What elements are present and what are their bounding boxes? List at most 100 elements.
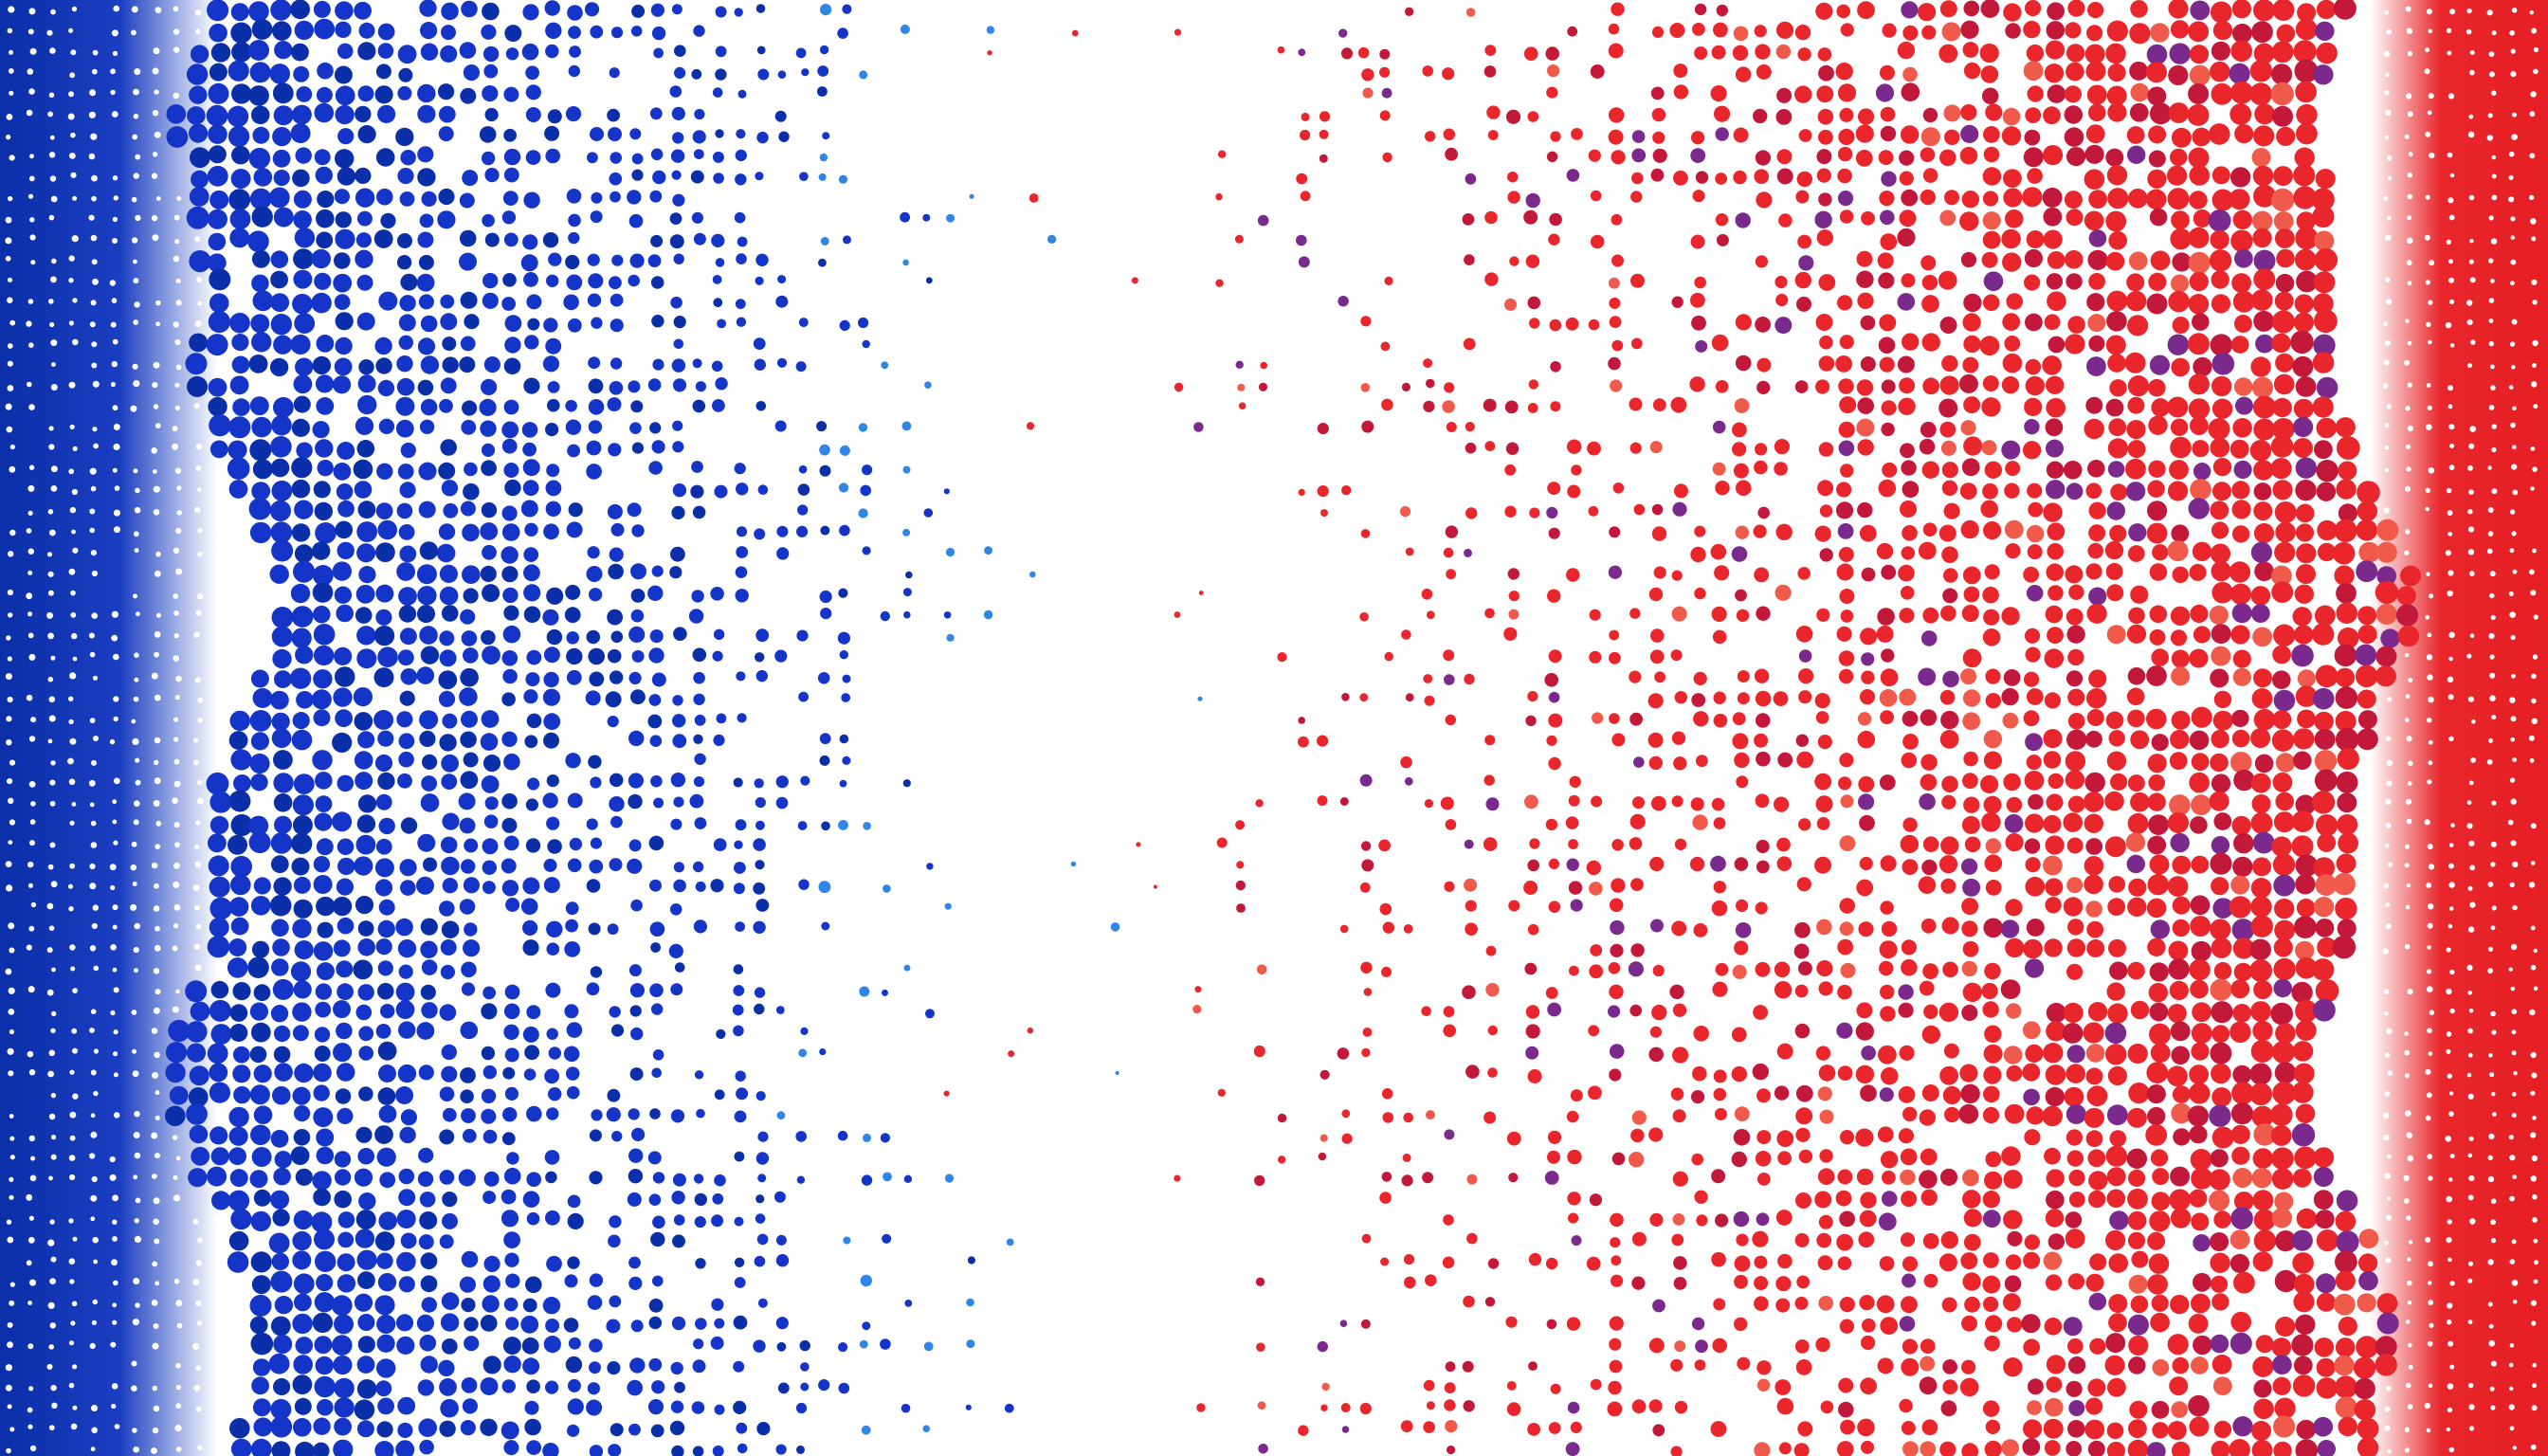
halftone-dot [208,396,228,417]
halftone-dot [2336,602,2357,624]
halftone-dot [2383,883,2390,889]
halftone-dot [2337,813,2358,835]
halftone-dot [173,547,180,555]
halftone-dot [418,500,436,519]
halftone-dot [2170,1294,2190,1315]
halftone-dot [51,362,56,367]
halftone-dot [1819,1109,1834,1124]
halftone-dot [671,505,685,520]
halftone-dot [2447,1073,2452,1079]
halftone-dot [111,634,118,642]
halftone-dot [374,1231,395,1251]
halftone-dot [2045,897,2062,914]
halftone-dot [1363,988,1373,996]
halftone-dot [736,317,747,327]
halftone-dot [1861,1318,1876,1333]
halftone-dot [231,83,252,104]
halftone-dot [1382,152,1392,163]
halftone-dot [2210,1042,2232,1065]
halftone-dot [440,439,458,456]
halftone-dot [355,1126,373,1143]
halftone-dot [2405,529,2411,535]
halftone-dot [2317,542,2337,562]
halftone-dot [209,999,231,1022]
halftone-dot [589,588,603,602]
halftone-dot [1235,820,1246,830]
halftone-dot [2346,135,2351,139]
halftone-dot [542,1443,559,1456]
halftone-dot [2531,1405,2538,1411]
halftone-dot [355,105,372,123]
halftone-dot [563,294,579,311]
halftone-dot [377,104,396,123]
halftone-dot [1838,440,1855,457]
halftone-dot [2375,646,2397,667]
halftone-dot [2149,962,2169,982]
halftone-dot [1671,296,1684,308]
halftone-dot [397,168,414,185]
halftone-dot [419,1192,436,1208]
halftone-dot [296,86,313,102]
halftone-dot [313,624,336,646]
halftone-dot [189,85,208,104]
halftone-dot [236,695,244,701]
halftone-dot [2529,569,2535,575]
halftone-dot [1980,774,1999,794]
halftone-dot [207,936,230,958]
halftone-dot [2234,124,2254,144]
halftone-dot [2448,736,2454,741]
halftone-dot [1631,1399,1647,1414]
halftone-dot [2295,18,2318,41]
halftone-dot [1463,337,1476,351]
halftone-dot [134,1218,139,1224]
halftone-dot [2316,1292,2336,1312]
halftone-dot [1963,796,1980,813]
halftone-dot [2209,1104,2231,1127]
halftone-dot [2533,68,2539,75]
halftone-dot [2170,418,2189,436]
halftone-dot [113,716,118,722]
halftone-dot [1839,335,1854,350]
halftone-dot [628,274,640,287]
halftone-dot [753,882,766,895]
halftone-dot [585,690,601,706]
halftone-dot [692,130,706,144]
halftone-dot [174,842,181,848]
halftone-dot [1735,66,1752,82]
halftone-dot [693,693,705,705]
halftone-dot [2086,688,2107,709]
halftone-dot [776,357,788,368]
halftone-dot [2192,541,2212,561]
halftone-dot [2192,440,2210,458]
halftone-dot [1711,606,1727,623]
halftone-dot [2488,1339,2495,1347]
halftone-dot [1715,962,1729,976]
halftone-dot [2466,800,2472,806]
halftone-dot [47,864,54,870]
halftone-dot [7,360,13,367]
halftone-dot [2406,1215,2412,1221]
halftone-dot [2023,1419,2043,1439]
halftone-dot [420,793,440,812]
halftone-dot [2291,810,2314,832]
halftone-dot [2448,299,2455,304]
halftone-dot [1920,1441,1937,1456]
halftone-dot [1320,1069,1330,1080]
halftone-dot [373,667,394,688]
halftone-dot [70,611,77,618]
halftone-dot [419,419,435,434]
halftone-dot [2108,1253,2128,1273]
halftone-dot [69,820,75,826]
halftone-dot [173,593,179,599]
halftone-dot [2086,1085,2108,1107]
halftone-dot [234,526,242,534]
halftone-dot [238,655,244,661]
halftone-dot [1959,211,1979,231]
halftone-dot [2343,197,2349,202]
halftone-dot [1567,26,1578,37]
halftone-dot [1879,1087,1894,1102]
halftone-dot [1963,1233,1981,1251]
halftone-dot [589,1445,604,1456]
halftone-dot [2295,457,2317,479]
halftone-dot [91,195,97,202]
